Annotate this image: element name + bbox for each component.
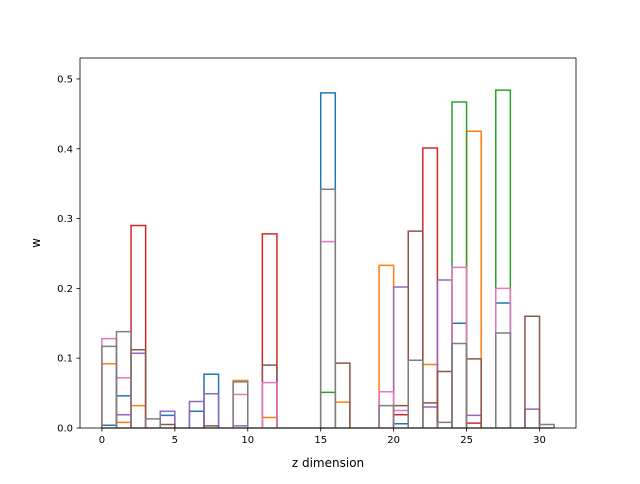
x-tick-label: 30 bbox=[533, 435, 546, 446]
plot-area bbox=[80, 58, 576, 428]
axes-frame bbox=[79, 57, 577, 429]
axes-layer: 0 5 10 15 20 25 30 0.0 0.1 0.2 0.3 0.4 0.5 bbox=[57, 57, 577, 446]
bar bbox=[451, 101, 468, 428]
bar bbox=[130, 224, 147, 428]
x-tick-label: 10 bbox=[241, 435, 254, 446]
bar bbox=[451, 342, 468, 428]
x-tick-label: 0 bbox=[99, 435, 105, 446]
y-tick-label: 0.5 bbox=[57, 74, 73, 85]
bar bbox=[524, 315, 541, 428]
bar bbox=[261, 233, 278, 428]
y-tick-label: 0.1 bbox=[57, 354, 73, 365]
x-axis-label: z dimension bbox=[292, 456, 364, 470]
bar bbox=[203, 393, 220, 428]
bar bbox=[407, 230, 424, 428]
bar bbox=[407, 359, 424, 428]
y-tick-label: 0.3 bbox=[57, 214, 73, 225]
bar bbox=[495, 332, 512, 428]
bar bbox=[538, 423, 555, 428]
bars-layer bbox=[101, 89, 555, 429]
y-tick-label: 0.0 bbox=[57, 424, 73, 435]
bar bbox=[319, 188, 337, 428]
y-tick-label: 0.4 bbox=[57, 144, 73, 155]
bar bbox=[203, 425, 220, 428]
x-tick-label: 5 bbox=[172, 435, 178, 446]
bar bbox=[115, 330, 132, 428]
bar bbox=[144, 418, 161, 428]
y-tick-label: 0.2 bbox=[57, 284, 73, 295]
bar bbox=[495, 89, 512, 428]
x-tick-label: 15 bbox=[314, 435, 327, 446]
x-tick-label: 20 bbox=[387, 435, 400, 446]
bar bbox=[378, 404, 395, 428]
x-tick-label: 25 bbox=[460, 435, 473, 446]
y-axis-label: w bbox=[29, 238, 43, 248]
bar bbox=[232, 381, 249, 428]
bar bbox=[261, 381, 278, 428]
series-7 bbox=[101, 188, 555, 428]
